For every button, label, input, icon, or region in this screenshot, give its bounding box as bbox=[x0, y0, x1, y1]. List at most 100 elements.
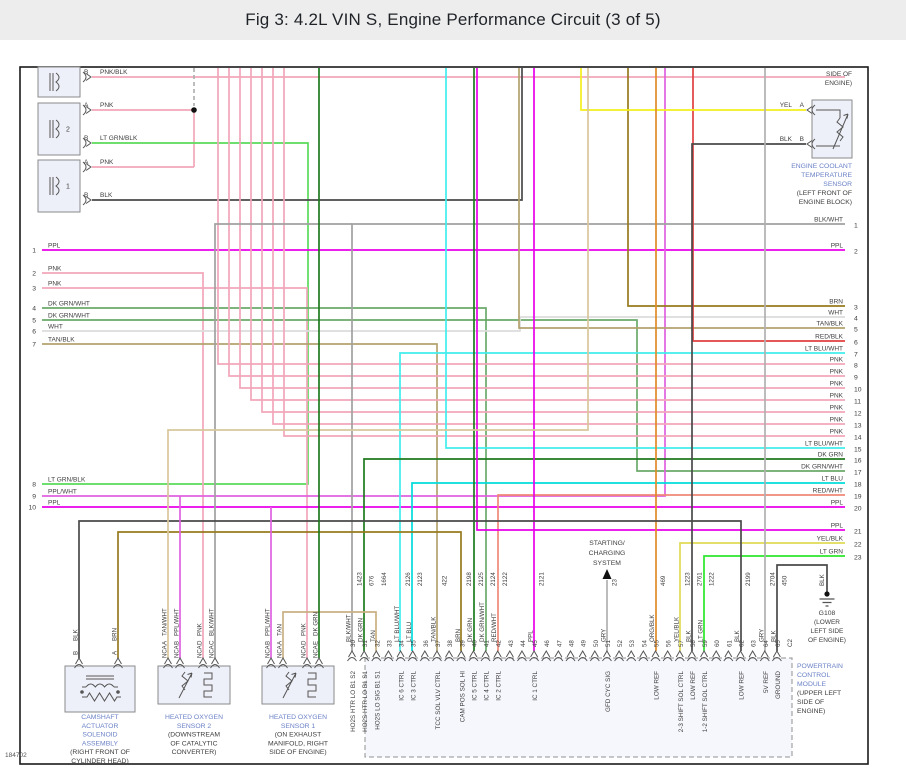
wire-color-label: YEL bbox=[780, 102, 793, 109]
ho2s2-box bbox=[157, 665, 231, 705]
wire-pplwht-l9 bbox=[42, 68, 666, 497]
pin-socket-icon bbox=[662, 657, 673, 662]
pin-socket-icon bbox=[163, 664, 173, 669]
pin-arrow-icon bbox=[85, 163, 92, 171]
wire-color-label: PPL/WHT bbox=[265, 608, 272, 636]
wire-color-label: LT BLU bbox=[822, 476, 844, 483]
left-wire-number: 10 bbox=[28, 505, 36, 512]
pcm-pin-number: 32 bbox=[374, 640, 381, 647]
wire-color-label: TAN/WHT bbox=[162, 608, 169, 636]
left-wire-number: 3 bbox=[32, 286, 36, 293]
wire-ho2s2-tanwht bbox=[167, 68, 589, 658]
wire-color-label: TAN/BLK bbox=[816, 321, 843, 328]
ho2s2-name: SENSOR 2 bbox=[177, 723, 212, 730]
ground-location: (LOWER bbox=[814, 619, 840, 626]
pin-arrow-icon bbox=[700, 650, 708, 658]
pcm-pin-function: IC 5 CTRL bbox=[471, 671, 478, 701]
ho2s1-name: SENSOR 1 bbox=[281, 723, 316, 730]
wire-color-label: BRN bbox=[455, 629, 462, 642]
wire-color-label: YEL/BLK bbox=[817, 536, 844, 543]
pcm-pin-function: IC 2 CTRL bbox=[496, 671, 503, 701]
pin-socket-icon bbox=[371, 657, 382, 662]
pin-letter: B bbox=[84, 69, 88, 76]
pin-socket-icon bbox=[504, 657, 515, 662]
pin-arrow-icon bbox=[433, 650, 441, 658]
wire-color-label: BLK bbox=[819, 573, 826, 586]
pcm-pin-function: HO2S HTR LO B1 S2 bbox=[350, 671, 357, 732]
wire-blkwht-r1 bbox=[351, 223, 845, 651]
junction-dot bbox=[116, 690, 120, 694]
pcm-pin-number: 41 bbox=[484, 640, 491, 647]
pin-arrow-icon bbox=[530, 650, 539, 658]
coil-winding-icon bbox=[55, 176, 60, 196]
camshaft-solenoid-box bbox=[64, 665, 136, 713]
pin-letter: E bbox=[313, 641, 320, 645]
wire-color-label: DK GRN bbox=[313, 612, 320, 636]
pin-arrow-icon bbox=[578, 650, 587, 658]
wire-color-label: TAN bbox=[277, 624, 284, 636]
pcm-name: MODULE bbox=[797, 681, 827, 688]
junction-dot bbox=[191, 107, 197, 113]
wire-color-label: TAN bbox=[370, 630, 377, 642]
pcm-pin-number: 35 bbox=[411, 640, 418, 647]
pcm-pin-function: 5V REF bbox=[763, 671, 770, 693]
wire-color-label: DK GRN bbox=[467, 618, 474, 642]
wire-color-label: LT GRN bbox=[698, 620, 705, 642]
pin-arrow-icon bbox=[75, 657, 83, 665]
pin-arrow-icon bbox=[469, 650, 478, 658]
wire-color-label: PPL bbox=[831, 500, 844, 507]
pcm-pin-function: LOW REF bbox=[690, 671, 697, 700]
pin-arrow-icon bbox=[420, 650, 429, 658]
pin-socket-icon bbox=[278, 664, 288, 669]
pin-socket-icon bbox=[74, 664, 84, 669]
pin-arrow-icon bbox=[176, 657, 184, 665]
ground-dot-icon bbox=[824, 591, 830, 597]
ect-sensor-box bbox=[811, 99, 853, 159]
pcm-pin-function: 2-3 SHIFT SOL CTRL bbox=[678, 671, 685, 733]
coil-winding-icon bbox=[55, 72, 60, 92]
right-wire-number: 19 bbox=[854, 494, 862, 501]
pin-socket-icon bbox=[747, 657, 758, 662]
pin-arrow-icon bbox=[748, 650, 757, 658]
pin-arrow-icon bbox=[408, 650, 417, 658]
pcm-pin-number: 49 bbox=[581, 640, 588, 647]
pin-arrow-icon bbox=[615, 650, 624, 658]
pin-letter: B bbox=[265, 641, 272, 645]
pin-arrow-icon bbox=[760, 650, 769, 658]
pcm-pin-number: 50 bbox=[593, 640, 600, 647]
wire-color-label: WHT bbox=[828, 310, 843, 317]
wire-color-label: PNK bbox=[830, 429, 844, 436]
ignition-coil-box bbox=[37, 66, 81, 98]
pin-socket-icon bbox=[395, 657, 406, 662]
wire-pnk-l3 bbox=[42, 287, 308, 658]
pcm-pin-number: 48 bbox=[569, 640, 576, 647]
pin-arrow-icon bbox=[675, 650, 684, 658]
wire-color-label: PPL bbox=[831, 243, 844, 250]
pin-letter: A bbox=[277, 640, 284, 645]
right-wire-number: 9 bbox=[854, 375, 858, 382]
right-wire-number: 17 bbox=[854, 470, 862, 477]
pin-arrow-icon bbox=[712, 650, 721, 658]
pcm-pin-function: LOW REF bbox=[738, 671, 745, 700]
left-wire-number: 7 bbox=[32, 342, 36, 349]
ho2s2-location: CONVERTER) bbox=[172, 749, 217, 756]
circuit-number: 2704 bbox=[769, 572, 776, 586]
ho2s2-location: (DOWNSTREAM bbox=[168, 732, 220, 739]
ground-location: OF ENGINE) bbox=[808, 637, 846, 644]
solenoid-winding-icon bbox=[85, 683, 115, 688]
solenoid-name: ASSEMBLY bbox=[82, 740, 119, 747]
pcm-pin-function: IC 1 CTRL bbox=[532, 671, 539, 701]
pin-letter: A bbox=[162, 640, 169, 645]
nca-label: NCA bbox=[278, 645, 284, 658]
right-wire-number: 21 bbox=[854, 529, 862, 536]
wire-color-label: RED/WHT bbox=[813, 488, 843, 495]
right-wire-number: 13 bbox=[854, 423, 862, 430]
pin-socket-icon bbox=[480, 657, 491, 662]
wire-color-label: BLK bbox=[770, 629, 777, 642]
pin-socket-icon bbox=[699, 657, 709, 662]
ect-sensor-name: TEMPERATURE bbox=[801, 172, 852, 179]
wire-color-label: PNK bbox=[48, 281, 62, 288]
offpage-arrow-icon bbox=[602, 569, 612, 579]
pcm-pin-number: C2 bbox=[787, 639, 794, 647]
pin-arrow-icon bbox=[211, 657, 219, 665]
